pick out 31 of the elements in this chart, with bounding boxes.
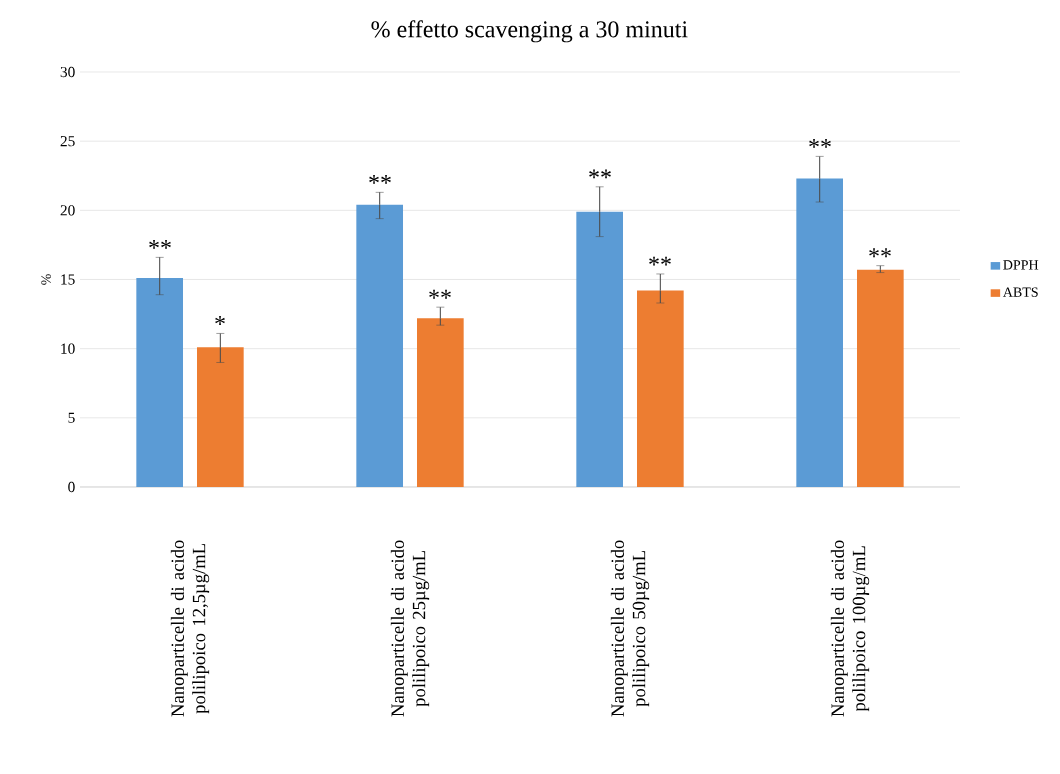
annotation: ** xyxy=(429,289,451,299)
annotation: * xyxy=(215,316,225,325)
y-tick-label: 30 xyxy=(60,66,75,78)
y-axis-title: % xyxy=(41,274,51,285)
annotation: ** xyxy=(589,169,611,179)
bar xyxy=(356,204,404,487)
x-tick-label: Nanoparticelle di acido polilipoico 12,5µg/mL xyxy=(170,540,210,717)
bar xyxy=(136,278,184,487)
y-tick-label: 0 xyxy=(68,481,75,493)
y-tick-label: 25 xyxy=(60,136,75,147)
y-tick-label: 15 xyxy=(61,274,75,285)
bar xyxy=(637,290,684,487)
bar xyxy=(796,178,843,487)
legend-label: DPPH xyxy=(1003,260,1039,270)
annotation: ** xyxy=(369,175,391,184)
bar xyxy=(576,211,623,487)
annotation: ** xyxy=(869,248,891,258)
chart-title: % effetto scavenging a 30 minuti xyxy=(371,20,688,43)
x-tick-label: Nanoparticelle di acido polilipoico 100µg/mL xyxy=(830,540,870,717)
annotation: ** xyxy=(149,240,171,249)
bar xyxy=(197,347,244,487)
y-tick-label: 20 xyxy=(60,205,75,216)
bar xyxy=(417,318,464,487)
y-tick-label: 5 xyxy=(68,412,75,423)
x-tick-label: Nanoparticelle di acido polilipoico 25µg/mL xyxy=(390,540,430,717)
legend-label: ABTS xyxy=(1002,287,1038,297)
annotation: ** xyxy=(649,256,671,266)
annotation: ** xyxy=(809,139,831,148)
y-tick-label: 10 xyxy=(61,343,75,354)
x-tick-label: Nanoparticelle di acido polilipoico 50µg/mL xyxy=(610,540,650,717)
bar xyxy=(857,269,904,487)
